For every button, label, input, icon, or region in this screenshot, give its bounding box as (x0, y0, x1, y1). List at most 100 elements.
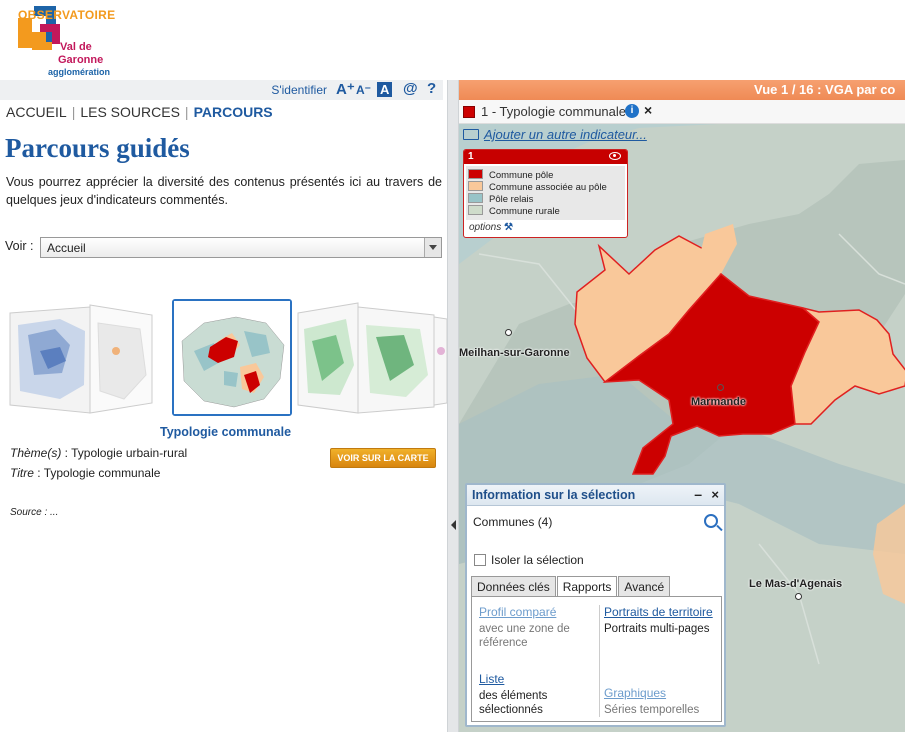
place-label-marmande: Marmande (691, 396, 747, 408)
place-marker (717, 384, 724, 391)
login-link[interactable]: S'identifier (271, 83, 327, 97)
info-icon[interactable]: i (625, 104, 639, 118)
layer-color-swatch (463, 106, 475, 118)
graphiques-link[interactable]: Graphiques (604, 686, 667, 700)
collapse-left-arrow-icon[interactable] (451, 520, 456, 530)
profil-compare-desc: avec une zone de (479, 623, 570, 635)
profil-compare-link[interactable]: Profil comparé (479, 605, 557, 619)
selection-panel-title: Information sur la sélection (472, 488, 636, 502)
legend-item: Pôle relais (468, 193, 623, 205)
voir-select[interactable]: Accueil (40, 237, 442, 258)
theme-line: Thème(s) : Typologie urbain-rural (10, 446, 187, 460)
portraits-desc: Portraits multi-pages (604, 623, 710, 635)
voir-select-value: Accueil (47, 241, 86, 255)
legend-item: Commune associée au pôle (468, 181, 623, 193)
add-indicator-label: Ajouter un autre indicateur... (484, 127, 647, 142)
checkbox[interactable] (474, 554, 486, 566)
legend-item: Commune rurale (468, 205, 623, 217)
thumbnail-carousel[interactable] (0, 295, 447, 420)
isoler-selection-checkbox[interactable]: Isoler la sélection (474, 553, 584, 567)
legend-swatch (468, 205, 483, 215)
logo[interactable]: OBSERVATOIRE Val de Garonne agglomératio… (14, 2, 130, 78)
titre-line: Titre : Typologie communale (10, 466, 160, 480)
tab-avance[interactable]: Avancé (618, 576, 671, 596)
place-marker (795, 593, 802, 600)
thumbnail-active[interactable] (172, 299, 292, 416)
wrench-icon: ⚒ (504, 222, 513, 233)
folder-icon (463, 129, 479, 140)
thumbnail-typologie-map (174, 301, 290, 414)
logo-text-agglomeration: agglomération (48, 67, 111, 77)
nav-item-parcours[interactable]: PARCOURS (193, 104, 273, 120)
liste-link[interactable]: Liste (479, 672, 505, 686)
legend-label: Commune associée au pôle (489, 182, 607, 193)
graphiques-desc: Séries temporelles (604, 704, 700, 716)
intro-text: Vous pourrez apprécier la diversité des … (6, 175, 442, 207)
left-panel: OBSERVATOIRE Val de Garonne agglomératio… (0, 0, 447, 732)
thumbnail-caption[interactable]: Typologie communale (160, 425, 292, 439)
thumbnail-5[interactable] (357, 306, 435, 414)
map-view-title: Vue 1 / 16 : VGA par co (754, 82, 896, 97)
minimize-icon[interactable]: – (694, 486, 702, 502)
add-indicator-link[interactable]: Ajouter un autre indicateur... (463, 127, 647, 142)
nav-item-accueil[interactable]: ACCUEIL (6, 104, 67, 120)
font-increase-icon[interactable]: A⁺ (336, 81, 355, 98)
communes-count: Communes (4) (473, 515, 553, 529)
legend-header: 1 (464, 150, 627, 164)
logo-text-val-de: Val de (60, 41, 92, 53)
logo-text-observatoire: OBSERVATOIRE (18, 8, 116, 22)
page-title: Parcours guidés (5, 133, 190, 163)
logo-mark-icon (18, 6, 60, 50)
thumbnail-4[interactable] (297, 302, 359, 414)
eye-icon[interactable] (609, 152, 621, 160)
column-divider (599, 605, 600, 717)
portraits-territoire-link[interactable]: Portraits de territoire (604, 605, 713, 619)
theme-label: Thème(s) (10, 446, 62, 460)
voir-label: Voir : (5, 239, 34, 253)
legend-label: Pôle relais (489, 194, 534, 205)
nav-item-sources[interactable]: LES SOURCES (80, 104, 180, 120)
titre-label: Titre (10, 466, 34, 480)
selection-tabs: Données clés Rapports Avancé (471, 576, 671, 597)
legend-items: Commune pôle Commune associée au pôle Pô… (466, 166, 625, 220)
liste-desc-2: sélectionnés (479, 704, 543, 716)
zoom-search-icon[interactable] (704, 514, 718, 528)
place-marker (505, 329, 512, 336)
utility-toolbar: S'identifier A⁺ A⁻ A @ ? (0, 80, 443, 100)
carousel-thumbnails (9, 302, 447, 414)
close-layer-icon[interactable]: × (644, 102, 653, 118)
thumbnail-6[interactable] (433, 316, 447, 406)
font-decrease-icon[interactable]: A⁻ (356, 83, 371, 97)
tab-donnees-cles[interactable]: Données clés (471, 576, 556, 596)
isoler-selection-label: Isoler la sélection (491, 553, 584, 567)
thumbnail-1[interactable] (9, 306, 91, 414)
legend-swatch (468, 181, 483, 191)
liste-desc: des éléments (479, 690, 548, 702)
place-label-le-mas-dagenais: Le Mas-d'Agenais (749, 578, 843, 590)
selection-panel-header[interactable]: Information sur la sélection – × (467, 485, 724, 506)
logo-text-garonne: Garonne (58, 54, 104, 66)
contrast-icon[interactable]: A (377, 82, 393, 97)
tab-content-rapports: Profil comparé avec une zone de référenc… (471, 596, 722, 722)
help-icon[interactable]: ? (427, 80, 437, 97)
legend-number: 1 (468, 151, 474, 162)
legend-label: Commune pôle (489, 170, 554, 181)
legend-swatch (468, 193, 483, 203)
voir-sur-la-carte-button[interactable]: VOIR SUR LA CARTE (330, 448, 436, 468)
place-label-meilhan: Meilhan-sur-Garonne (459, 347, 570, 359)
contact-icon[interactable]: @ (403, 80, 418, 97)
legend-item: Commune pôle (468, 169, 623, 181)
close-icon[interactable]: × (711, 487, 719, 502)
tab-rapports[interactable]: Rapports (556, 576, 618, 597)
breadcrumb-nav: ACCUEIL | LES SOURCES | PARCOURS (6, 104, 278, 120)
legend-options-link[interactable]: options ⚒ (464, 220, 627, 235)
thumbnail-2[interactable] (89, 304, 153, 414)
layer-label: 1 - Typologie communale (481, 104, 627, 119)
legend-label: Commune rurale (489, 206, 560, 217)
chevron-down-icon[interactable] (424, 238, 441, 257)
layer-bar: 1 - Typologie communale i × (459, 100, 905, 124)
map-view-header: Vue 1 / 16 : VGA par co (459, 80, 905, 100)
profil-compare-desc-2: référence (479, 637, 528, 649)
legend-options-label: options (469, 222, 502, 233)
panel-splitter[interactable] (447, 80, 459, 732)
